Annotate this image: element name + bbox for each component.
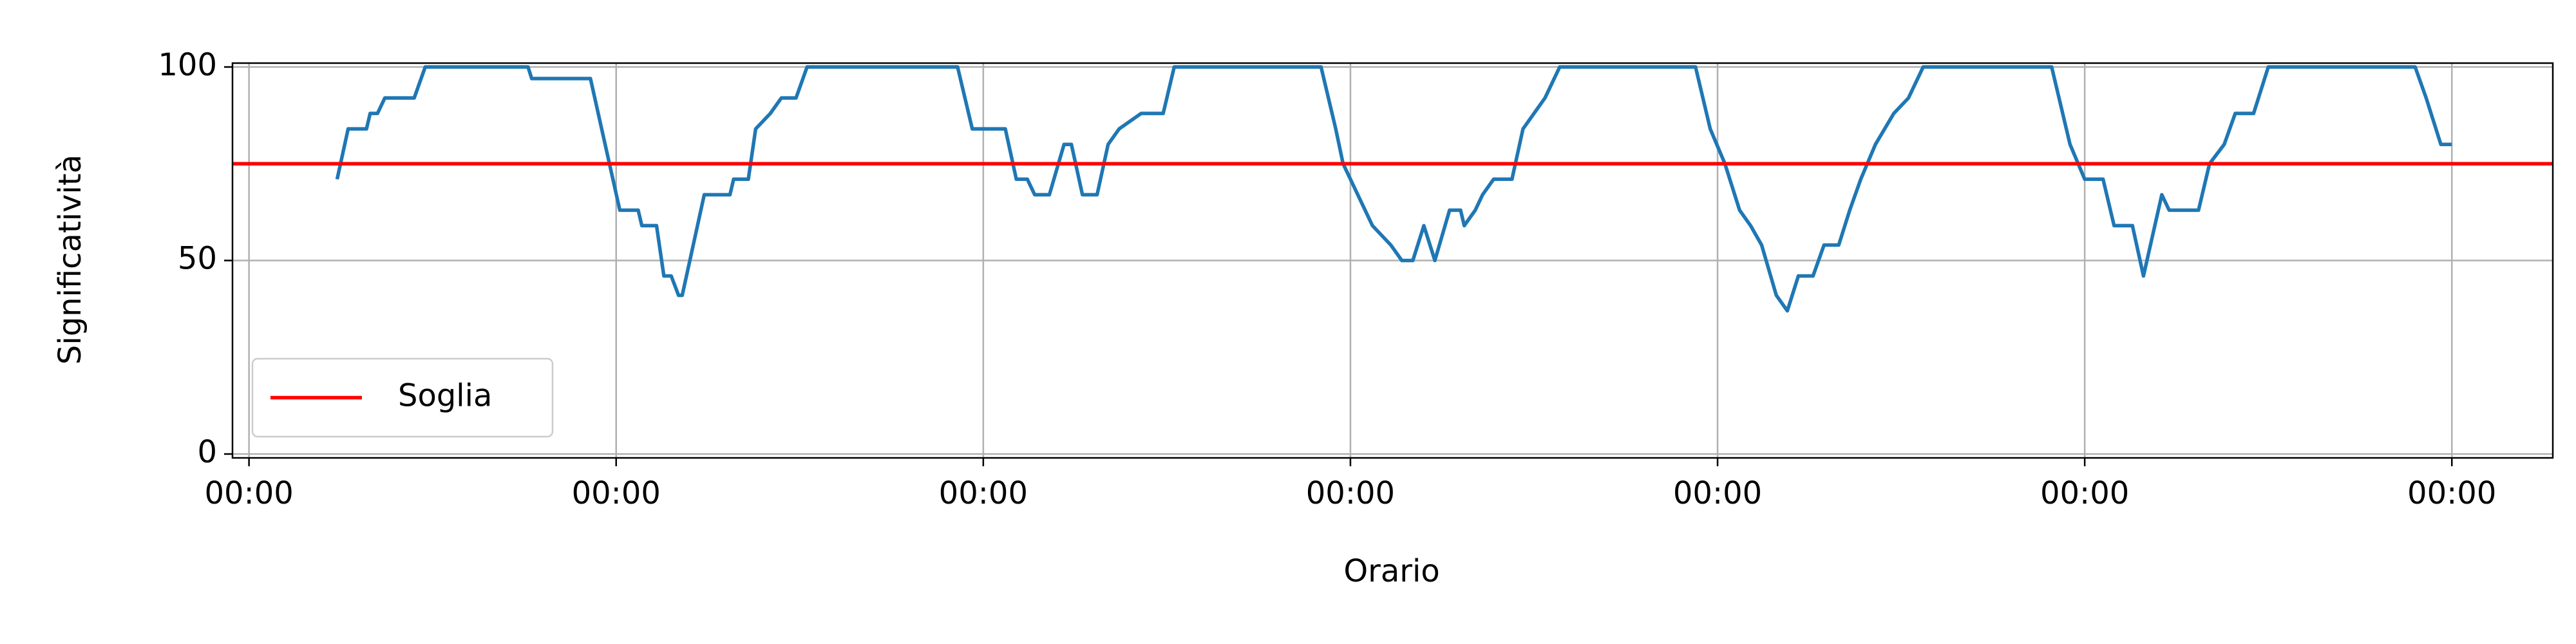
x-tick-label: 00:00: [204, 475, 293, 511]
data-line: [335, 65, 2452, 313]
x-tick-label: 00:00: [1306, 475, 1395, 511]
plot-frame: [231, 62, 2554, 459]
x-tick-label: 00:00: [2407, 475, 2496, 511]
x-tick-label: 00:00: [2040, 475, 2129, 511]
y-axis-label: Significatività: [52, 155, 88, 365]
x-axis-label: Orario: [1343, 553, 1439, 589]
x-tick-label: 00:00: [939, 475, 1028, 511]
y-tick-label: 100: [158, 47, 217, 83]
legend-box: [251, 357, 554, 438]
y-tick-label: 0: [197, 434, 217, 470]
legend-label: Soglia: [398, 378, 492, 414]
x-tick-label: 00:00: [572, 475, 661, 511]
x-tick-label: 00:00: [1673, 475, 1762, 511]
y-tick-label: 50: [178, 241, 217, 277]
